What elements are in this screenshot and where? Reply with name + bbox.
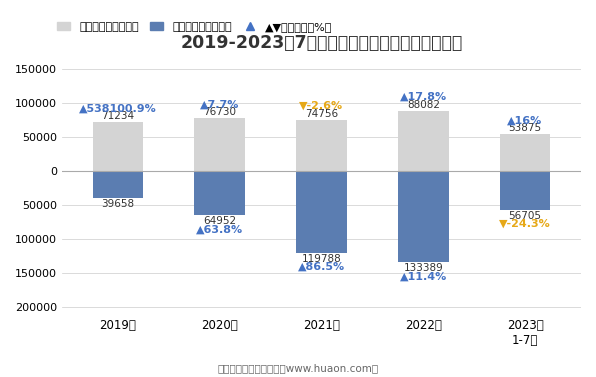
Bar (398, 111, 449, 171)
Text: ▲63.8%: ▲63.8% (196, 225, 243, 234)
Bar (398, 171, 449, 262)
Text: 119788: 119788 (302, 254, 342, 264)
Text: 53875: 53875 (508, 123, 542, 133)
Legend: 出口总额（万美元）, 进口总额（万美元）, ▲▼同比增速（%）: 出口总额（万美元）, 进口总额（万美元）, ▲▼同比增速（%） (57, 22, 333, 32)
Text: ▲16%: ▲16% (507, 115, 542, 125)
Text: ▲17.8%: ▲17.8% (400, 92, 447, 102)
Bar (92, 122, 144, 171)
Text: 71234: 71234 (101, 111, 135, 121)
Text: 39658: 39658 (101, 199, 135, 209)
Bar (296, 120, 347, 171)
Text: ▲11.4%: ▲11.4% (400, 271, 447, 281)
Bar (194, 118, 245, 171)
Text: 64952: 64952 (203, 216, 236, 227)
Bar (194, 171, 245, 215)
Text: ▼-24.3%: ▼-24.3% (499, 219, 551, 229)
Text: 制图：华经产业研究院（www.huaon.com）: 制图：华经产业研究院（www.huaon.com） (218, 363, 378, 373)
Text: ▲7.7%: ▲7.7% (200, 100, 240, 110)
Text: ▲538100.9%: ▲538100.9% (79, 103, 157, 113)
Text: 56705: 56705 (508, 211, 542, 221)
Bar (499, 134, 551, 171)
Text: 74756: 74756 (305, 109, 338, 119)
Bar (296, 171, 347, 253)
Bar (92, 171, 144, 198)
Text: ▼-2.6%: ▼-2.6% (299, 101, 343, 111)
Text: 76730: 76730 (203, 107, 236, 118)
Bar (499, 171, 551, 210)
Text: 133389: 133389 (403, 263, 443, 273)
Title: 2019-2023年7月重庆江津综合保税区进、出口额: 2019-2023年7月重庆江津综合保税区进、出口额 (181, 34, 462, 52)
Text: 88082: 88082 (406, 100, 440, 110)
Text: ▲86.5%: ▲86.5% (298, 262, 345, 272)
